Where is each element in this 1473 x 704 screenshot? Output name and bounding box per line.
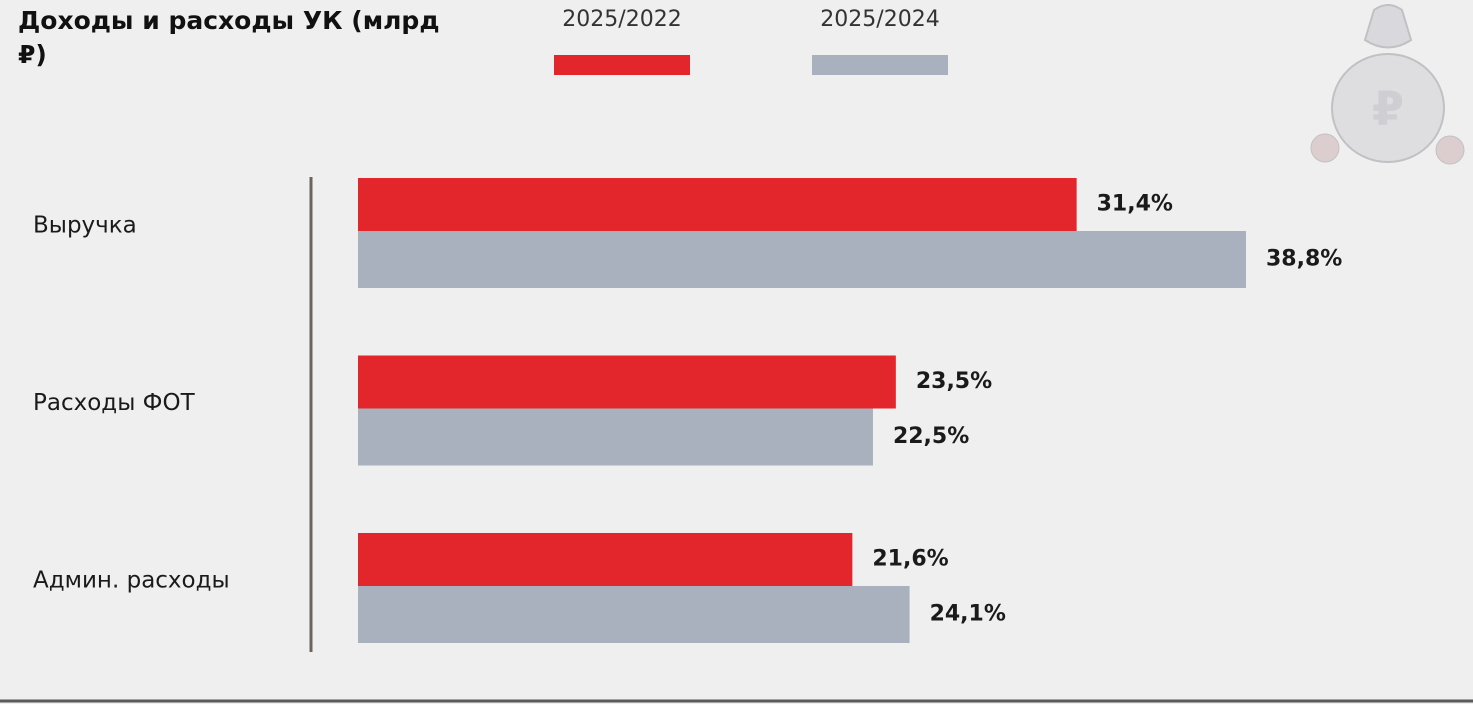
- value-label: 38,8%: [1266, 247, 1342, 272]
- bar: [358, 408, 873, 466]
- legend-label: 2025/2024: [820, 7, 939, 32]
- value-label: 21,6%: [872, 547, 948, 572]
- value-label: 22,5%: [893, 424, 969, 449]
- value-label: 31,4%: [1097, 192, 1173, 217]
- svg-text:₽: ₽: [1372, 82, 1404, 136]
- money-bag-icon: ₽: [1310, 4, 1465, 165]
- value-label: 23,5%: [916, 369, 992, 394]
- legend-swatch: [554, 55, 690, 75]
- bar: [358, 231, 1246, 288]
- bar: [358, 586, 910, 643]
- category-label: Расходы ФОТ: [33, 390, 196, 416]
- legend-label: 2025/2022: [562, 7, 681, 32]
- bar: [358, 355, 896, 409]
- bar: [358, 533, 853, 586]
- legend-swatch: [812, 55, 948, 75]
- category-label: Выручка: [33, 213, 137, 239]
- chart-title: Доходы и расходы УК (млрд ₽): [18, 6, 440, 69]
- category-label: Админ. расходы: [33, 568, 230, 594]
- value-label: 24,1%: [930, 602, 1006, 627]
- bar: [358, 178, 1077, 231]
